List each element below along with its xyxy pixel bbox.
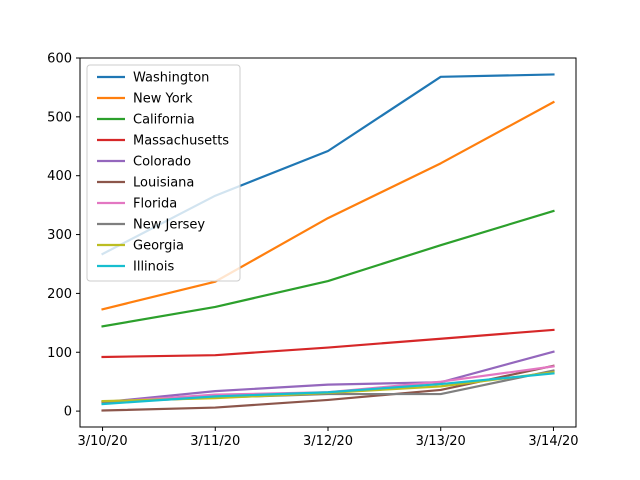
series-line-new-york (101, 100, 555, 311)
y-tick-label: 500 (47, 110, 72, 125)
y-tick-label: 0 (64, 405, 72, 420)
x-tick-label: 3/10/20 (77, 434, 127, 449)
legend-label-new-jersey: New Jersey (133, 218, 205, 233)
y-tick-label: 300 (47, 228, 72, 243)
y-tick-label: 400 (47, 169, 72, 184)
y-tick-label: 600 (47, 52, 72, 67)
series-line-california (101, 209, 555, 328)
legend-label-california: California (133, 113, 195, 128)
y-tick-label: 200 (47, 287, 72, 302)
legend-label-georgia: Georgia (133, 239, 184, 254)
legend-box (86, 64, 241, 282)
legend-label-colorado: Colorado (133, 155, 191, 170)
x-tick-label: 3/13/20 (416, 434, 466, 449)
legend-label-louisiana: Louisiana (133, 176, 194, 191)
legend: Washington New York California Massachusett… (86, 64, 241, 282)
x-tick-label: 3/14/20 (528, 434, 578, 449)
y-axis-ticks: 0 100 200 300 400 500 600 (47, 52, 80, 420)
x-tick-label: 3/12/20 (303, 434, 353, 449)
legend-label-new-york: New York (133, 92, 193, 107)
x-axis-ticks: 3/10/20 3/11/20 3/12/20 3/13/20 3/14/20 (77, 427, 579, 449)
series-line-louisiana (101, 364, 555, 412)
legend-label-illinois: Illinois (133, 260, 174, 275)
series-line-colorado (101, 350, 555, 404)
legend-label-massachusetts: Massachusetts (133, 134, 229, 149)
legend-label-florida: Florida (133, 197, 177, 212)
series-line-illinois (101, 372, 555, 406)
legend-label-washington: Washington (133, 71, 209, 86)
series-line-massachusetts (101, 328, 555, 359)
x-tick-label: 3/11/20 (190, 434, 240, 449)
series-lines (101, 73, 555, 412)
y-tick-label: 100 (47, 346, 72, 361)
